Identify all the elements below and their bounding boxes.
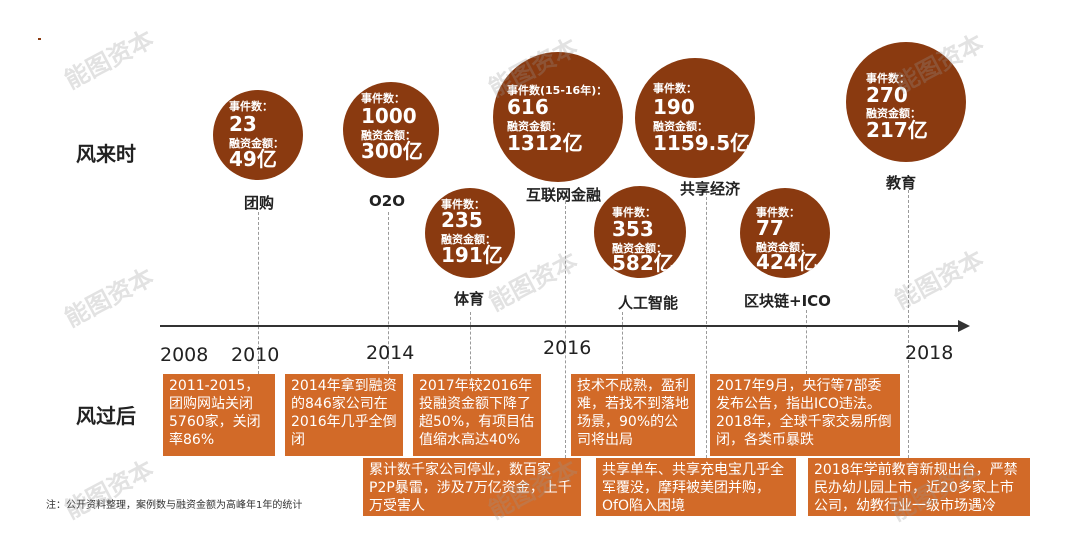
year-2018: 2018 — [905, 342, 954, 364]
sector-label-sports: 体育 — [454, 290, 485, 308]
aftermath-box-o2o: 2014年拿到融资的846家公司在2016年几乎全倒闭 — [285, 374, 403, 456]
sector-label-o2o: O2O — [369, 192, 405, 210]
connector-o2o — [388, 212, 389, 374]
timeline-arrowhead — [958, 320, 970, 332]
row-label-after: 风过后 — [76, 404, 136, 428]
corner-mark — [38, 38, 41, 40]
connector-blockchain — [806, 310, 807, 374]
sector-label-sharing: 共享经济 — [680, 180, 741, 198]
year-2008: 2008 — [160, 344, 209, 366]
aftermath-box-sharing: 共享单车、共享充电宝几乎全军覆没，摩拜被美团并购，OfO陷入困境 — [596, 458, 796, 516]
bubble-ai: 事件数： 353 融资金额： 582亿 — [594, 186, 686, 278]
connector-sports — [470, 312, 471, 374]
connector-education — [908, 190, 909, 458]
year-2016: 2016 — [543, 337, 592, 359]
sector-label-blockchain: 区块链+ICO — [744, 292, 831, 310]
aftermath-box-sports: 2017年较2016年投融资金额下降了超50%，有项目估值缩水高达40% — [413, 374, 541, 456]
watermark: 能图资本 — [60, 24, 159, 95]
aftermath-box-education: 2018年学前教育新规出台，严禁民办幼儿园上市，近20多家上市公司，幼教行业一级… — [808, 458, 1030, 516]
connector-ai — [622, 312, 623, 374]
aftermath-box-blockchain: 2017年9月，央行等7部委发布公告，指出ICO违法。2018年，全球千家交易所… — [710, 374, 900, 456]
aftermath-box-ai: 技术不成熟，盈利难，若找不到落地场景，90%的公司将出局 — [571, 374, 695, 456]
bubble-o2o: 事件数： 1000 融资金额： 300亿 — [343, 82, 439, 178]
aftermath-box-tuangou: 2011-2015，团购网站关闭5760家，关闭率86% — [163, 374, 275, 456]
connector-tuangou — [258, 212, 259, 374]
bubble-fintech: 事件数(15-16年)： 616 融资金额： 1312亿 — [493, 52, 623, 182]
bubble-education: 事件数： 270 融资金额： 217亿 — [846, 42, 966, 162]
row-label-before: 风来时 — [76, 142, 136, 166]
bubble-sharing: 事件数： 190 融资金额： 1159.5亿 — [635, 58, 755, 178]
sector-label-fintech: 互联网金融 — [526, 186, 602, 204]
bubble-sports: 事件数： 235 融资金额： 191亿 — [425, 188, 515, 278]
footnote: 注：公开资料整理，案例数与融资金额为高峰年1年的统计 — [46, 500, 303, 511]
connector-fintech — [565, 196, 566, 458]
sector-label-ai: 人工智能 — [618, 294, 679, 312]
bubble-tuangou: 事件数： 23 融资金额： 49亿 — [213, 90, 303, 180]
timeline-axis — [160, 325, 960, 327]
year-2010: 2010 — [231, 344, 280, 366]
aftermath-box-fintech: 累计数千家公司停业，数百家P2P暴雷，涉及7万亿资金，上千万受害人 — [363, 458, 581, 516]
sector-label-education: 教育 — [886, 174, 917, 192]
year-2014: 2014 — [366, 342, 415, 364]
watermark: 能图资本 — [60, 454, 159, 525]
watermark: 能图资本 — [890, 244, 989, 315]
sector-label-tuangou: 团购 — [244, 194, 275, 212]
watermark: 能图资本 — [60, 262, 159, 333]
bubble-blockchain: 事件数： 77 融资金额： 424亿 — [740, 188, 830, 278]
